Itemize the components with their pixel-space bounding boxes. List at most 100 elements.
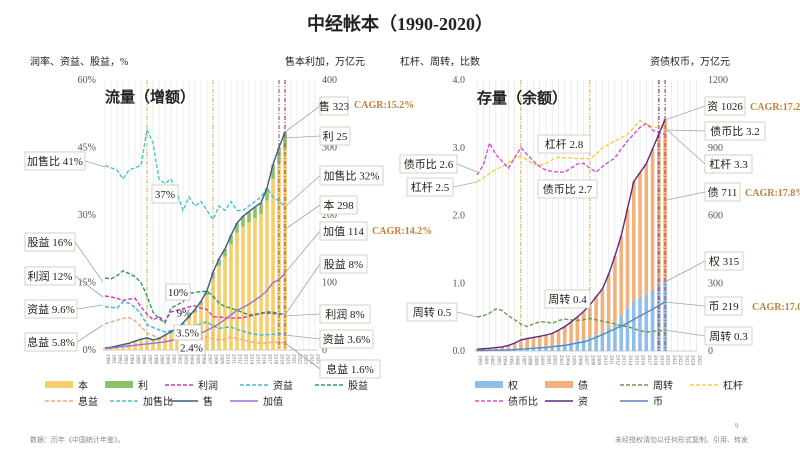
x-tick-label: 1994 bbox=[129, 354, 134, 365]
left-y-tick-label: 3.0 bbox=[453, 143, 466, 154]
bar-利 bbox=[235, 223, 239, 233]
callout-label: 周转 0.3 bbox=[709, 329, 748, 343]
x-tick-label: 2024 bbox=[309, 354, 314, 365]
callout-leader bbox=[284, 230, 321, 274]
x-tick-label: 1998 bbox=[527, 355, 532, 366]
series-line-债币比 bbox=[476, 122, 666, 176]
x-tick-label: 2017 bbox=[646, 355, 651, 366]
callout-box bbox=[704, 182, 741, 202]
callout-label: 2.4% bbox=[180, 343, 203, 355]
bar-本 bbox=[127, 343, 131, 350]
flow-chart: 1990 1991 1992 1993 1994 1995 1996 1997 1998 1999… bbox=[24, 75, 432, 408]
x-tick-label: 2014 bbox=[627, 355, 632, 366]
left-y-tick-label: 45% bbox=[78, 143, 96, 154]
callout-leader bbox=[283, 204, 321, 231]
legend-swatch bbox=[105, 381, 133, 388]
x-tick-label: 2024 bbox=[690, 355, 695, 366]
bar-权 bbox=[594, 334, 598, 351]
bar-利 bbox=[181, 323, 185, 326]
bar-本 bbox=[151, 340, 155, 350]
right-y-tick-label: 900 bbox=[708, 143, 723, 154]
bar-权 bbox=[562, 343, 567, 351]
bar-本 bbox=[157, 339, 161, 350]
source-note: 数据：历年《中国统计年鉴》。 bbox=[30, 435, 125, 444]
bar-本 bbox=[103, 348, 107, 350]
bar-债 bbox=[625, 208, 630, 309]
callout-label: 债币比 2.7 bbox=[543, 182, 593, 196]
legend-label: 利 bbox=[138, 380, 148, 392]
cagr-label: CAGR:17.2% bbox=[750, 102, 800, 113]
bar-本 bbox=[109, 347, 113, 350]
callout-label: 资益 9.6% bbox=[27, 302, 75, 316]
bar-权 bbox=[600, 332, 605, 351]
callout-box bbox=[704, 121, 766, 141]
bar-债 bbox=[581, 311, 586, 340]
bar-利 bbox=[247, 211, 251, 223]
callout-leader bbox=[664, 129, 706, 132]
callout-box bbox=[319, 165, 384, 186]
x-tick-label: 2015 bbox=[255, 354, 260, 365]
callout-label: 周转 0.4 bbox=[548, 292, 587, 306]
callout-leader bbox=[84, 160, 106, 168]
bar-本 bbox=[259, 214, 263, 350]
x-tick-label: 2004 bbox=[564, 355, 569, 366]
x-tick-label: 1992 bbox=[117, 354, 122, 365]
right-chart-right-axis-label: 资债权币，万亿元 bbox=[650, 55, 730, 68]
page-title: 中经帐本（1990-2020） bbox=[307, 13, 493, 34]
series-line-利润 bbox=[104, 295, 285, 323]
left-y-tick-label: 4.0 bbox=[453, 75, 466, 86]
bar-利 bbox=[271, 164, 275, 179]
legend-label: 加值 bbox=[263, 395, 283, 408]
bar-债 bbox=[619, 235, 624, 317]
callout-label: 加售比 32% bbox=[324, 169, 380, 183]
x-tick-label: 2008 bbox=[589, 355, 594, 366]
x-tick-label: 2002 bbox=[177, 354, 182, 365]
x-tick-label: 2005 bbox=[571, 355, 576, 366]
x-tick-label: 2015 bbox=[633, 355, 638, 366]
callout-box bbox=[704, 154, 753, 174]
callout-box bbox=[319, 329, 374, 349]
left-chart-left-axis-label: 润率、资益、股益，% bbox=[30, 55, 128, 68]
bar-本 bbox=[283, 148, 287, 350]
callout-box bbox=[24, 332, 78, 352]
bar-债 bbox=[494, 347, 498, 350]
callout-leader bbox=[664, 301, 706, 307]
callout-leader bbox=[284, 313, 321, 317]
bar-权 bbox=[657, 285, 661, 351]
x-tick-label: 1993 bbox=[123, 354, 128, 365]
legend-label: 币 bbox=[653, 396, 663, 408]
legend-swatch bbox=[475, 381, 503, 388]
callout-box bbox=[319, 126, 351, 146]
callout-label: 37% bbox=[155, 189, 175, 201]
x-tick-label: 2014 bbox=[249, 354, 254, 365]
cagr-label: CAGR:17.0% bbox=[752, 302, 800, 313]
x-tick-label: 1998 bbox=[153, 354, 158, 365]
bar-债 bbox=[544, 334, 548, 347]
series-line-杠杆 bbox=[476, 119, 666, 183]
x-tick-label: 2002 bbox=[552, 355, 557, 366]
callout-leader bbox=[664, 127, 706, 165]
bar-本 bbox=[241, 226, 245, 350]
x-tick-label: 1999 bbox=[159, 354, 164, 365]
bar-利 bbox=[193, 309, 197, 313]
callout-label: 利 25 bbox=[323, 130, 348, 143]
bar-债 bbox=[481, 348, 486, 351]
callout-box bbox=[319, 195, 358, 215]
x-tick-label: 2019 bbox=[279, 354, 284, 365]
callout-label: 杠杆 2.8 bbox=[545, 137, 584, 151]
bar-本 bbox=[121, 345, 125, 350]
right-y-tick-label: 300 bbox=[322, 143, 337, 154]
bar-利 bbox=[241, 216, 245, 227]
callout-leader bbox=[76, 324, 104, 343]
callout-label: 股益 16% bbox=[28, 235, 73, 249]
series-line-周转 bbox=[476, 308, 666, 333]
callout-box bbox=[165, 283, 191, 301]
x-tick-label: 2008 bbox=[213, 354, 218, 365]
bar-债 bbox=[638, 172, 642, 298]
bar-债 bbox=[588, 304, 592, 338]
callout-label: 利润 8% bbox=[325, 307, 364, 321]
callout-leader bbox=[456, 311, 478, 318]
x-tick-label: 2000 bbox=[539, 355, 544, 366]
bar-利 bbox=[205, 290, 209, 296]
